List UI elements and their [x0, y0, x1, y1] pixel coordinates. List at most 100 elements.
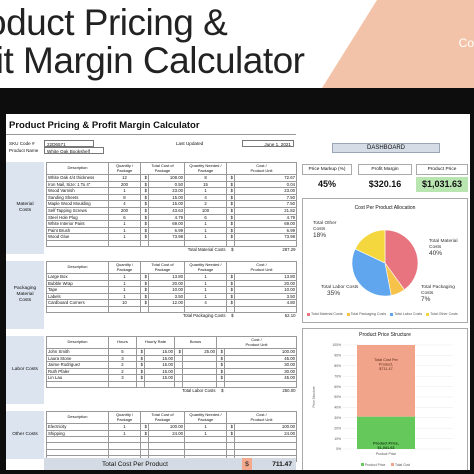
table-cell[interactable]: 30.00	[223, 361, 298, 369]
table-cell[interactable]: 43.63	[147, 206, 186, 215]
table-cell[interactable]: 7.50	[234, 193, 298, 202]
table-cell[interactable]: Sanding Sheets	[46, 193, 109, 202]
table-cell[interactable]: $	[226, 273, 236, 281]
table-cell[interactable]: $	[226, 286, 236, 294]
table-cell[interactable]: 7.50	[234, 200, 298, 208]
table-cell[interactable]: 200	[108, 180, 141, 189]
table-cell[interactable]: $	[140, 187, 149, 195]
table-cell[interactable]: $	[226, 226, 236, 235]
table-cell[interactable]: 1	[108, 292, 141, 301]
table-cell[interactable]: 100.00	[234, 423, 298, 431]
table-cell[interactable]: 8	[184, 174, 228, 182]
table-cell[interactable]: 100	[184, 206, 228, 215]
table-cell[interactable]: White Oak 4/4 thickness	[46, 174, 109, 182]
table-cell[interactable]: 200	[108, 206, 141, 215]
table-cell[interactable]: 15	[184, 180, 228, 189]
table-cell[interactable]: White Interior Paint	[46, 220, 109, 228]
table-cell[interactable]	[234, 239, 298, 248]
table-cell[interactable]: 3.50	[234, 292, 298, 301]
table-cell[interactable]: $	[226, 429, 236, 438]
table-cell[interactable]: 6.99	[147, 226, 186, 235]
table-cell[interactable]: 1	[184, 286, 228, 294]
table-cell[interactable]: 1	[184, 423, 228, 431]
table-cell[interactable]: $	[140, 180, 149, 189]
table-cell[interactable]: 1	[108, 187, 141, 195]
table-cell[interactable]: 1	[108, 233, 141, 241]
table-cell[interactable]	[174, 361, 183, 369]
table-cell[interactable]: 45.00	[223, 374, 298, 382]
table-cell[interactable]: Electricity	[46, 423, 109, 431]
table-cell[interactable]: 20.00	[147, 279, 186, 288]
table-cell[interactable]: 20.00	[234, 279, 298, 288]
table-cell[interactable]	[174, 354, 183, 363]
table-cell[interactable]: $	[136, 374, 145, 382]
table-cell[interactable]: 1	[108, 286, 141, 294]
table-cell[interactable]: $	[140, 286, 149, 294]
table-cell[interactable]: 25.00	[182, 348, 217, 356]
table-cell[interactable]: 1	[184, 226, 228, 235]
table-cell[interactable]: $	[216, 361, 225, 369]
table-cell[interactable]: 15.00	[144, 354, 175, 363]
table-cell[interactable]: Tape	[46, 286, 109, 294]
last-updated-field[interactable]: June 1, 2021	[242, 140, 294, 147]
table-cell[interactable]: Steel Hole Plug	[46, 213, 109, 222]
table-cell[interactable]: $	[226, 180, 236, 189]
table-cell[interactable]: Bubble Wrap	[46, 279, 109, 288]
table-cell[interactable]: $	[136, 361, 145, 369]
table-cell[interactable]: Labels	[46, 292, 109, 301]
table-cell[interactable]	[182, 354, 217, 363]
table-cell[interactable]: $	[226, 213, 236, 222]
table-cell[interactable]: 0.04	[234, 180, 298, 189]
table-cell[interactable]	[223, 380, 298, 389]
table-cell[interactable]: $	[216, 348, 225, 356]
table-cell[interactable]	[182, 361, 217, 369]
table-cell[interactable]: $	[216, 354, 225, 363]
table-cell[interactable]: $	[140, 213, 149, 222]
table-cell[interactable]	[174, 374, 183, 382]
table-cell[interactable]: $	[140, 174, 149, 182]
table-cell[interactable]: 4	[108, 200, 141, 208]
table-cell[interactable]: 1	[108, 423, 141, 431]
table-cell[interactable]: 10.00	[234, 286, 298, 294]
table-cell[interactable]: 6.99	[234, 226, 298, 235]
table-cell[interactable]: Wood Glue	[46, 233, 109, 241]
table-cell[interactable]: 6	[108, 213, 141, 222]
table-cell[interactable]: 1	[184, 233, 228, 241]
table-cell[interactable]: 4.80	[234, 299, 298, 307]
table-cell[interactable]: 3.50	[147, 292, 186, 301]
table-cell[interactable]: $	[140, 206, 149, 215]
table-cell[interactable]: 2	[108, 367, 137, 376]
table-cell[interactable]: $	[216, 367, 225, 376]
table-cell[interactable]: 4.79	[234, 213, 298, 222]
table-cell[interactable]: $	[140, 423, 149, 431]
table-cell[interactable]: $	[136, 367, 145, 376]
table-cell[interactable]: 12.00	[147, 299, 186, 307]
table-cell[interactable]: 5	[108, 348, 137, 356]
table-cell[interactable]: 23.00	[234, 187, 298, 195]
table-cell[interactable]: 13.80	[147, 273, 186, 281]
table-cell[interactable]: 12	[108, 174, 141, 182]
table-cell[interactable]: Shipping	[46, 429, 109, 438]
table-cell[interactable]: $	[136, 354, 145, 363]
table-cell[interactable]: $	[140, 273, 149, 281]
table-cell[interactable]: $	[140, 429, 149, 438]
table-cell[interactable]	[182, 367, 217, 376]
table-cell[interactable]: Cardboard Corners	[46, 299, 109, 307]
table-cell[interactable]	[147, 305, 186, 314]
table-cell[interactable]: Iron Nail, Size: 1 To 4"	[46, 180, 109, 189]
table-cell[interactable]: $	[226, 174, 236, 182]
table-cell[interactable]: Large Box	[46, 273, 109, 281]
table-cell[interactable]: $	[226, 193, 236, 202]
table-cell[interactable]: 1	[184, 292, 228, 301]
table-cell[interactable]: John Smith	[46, 348, 109, 356]
table-cell[interactable]: 3	[108, 374, 137, 382]
table-cell[interactable]: $	[140, 226, 149, 235]
table-cell[interactable]: $	[226, 299, 236, 307]
table-cell[interactable]: 1	[184, 273, 228, 281]
product-name-field[interactable]: White Oak Bookshelf	[44, 147, 104, 154]
table-cell[interactable]: Ruth Pfaler	[46, 367, 109, 376]
table-cell[interactable]: $	[140, 220, 149, 228]
table-cell[interactable]: Self Tapping Screws	[46, 206, 109, 215]
table-cell[interactable]: Paint Brush	[46, 226, 109, 235]
table-cell[interactable]: $	[140, 292, 149, 301]
